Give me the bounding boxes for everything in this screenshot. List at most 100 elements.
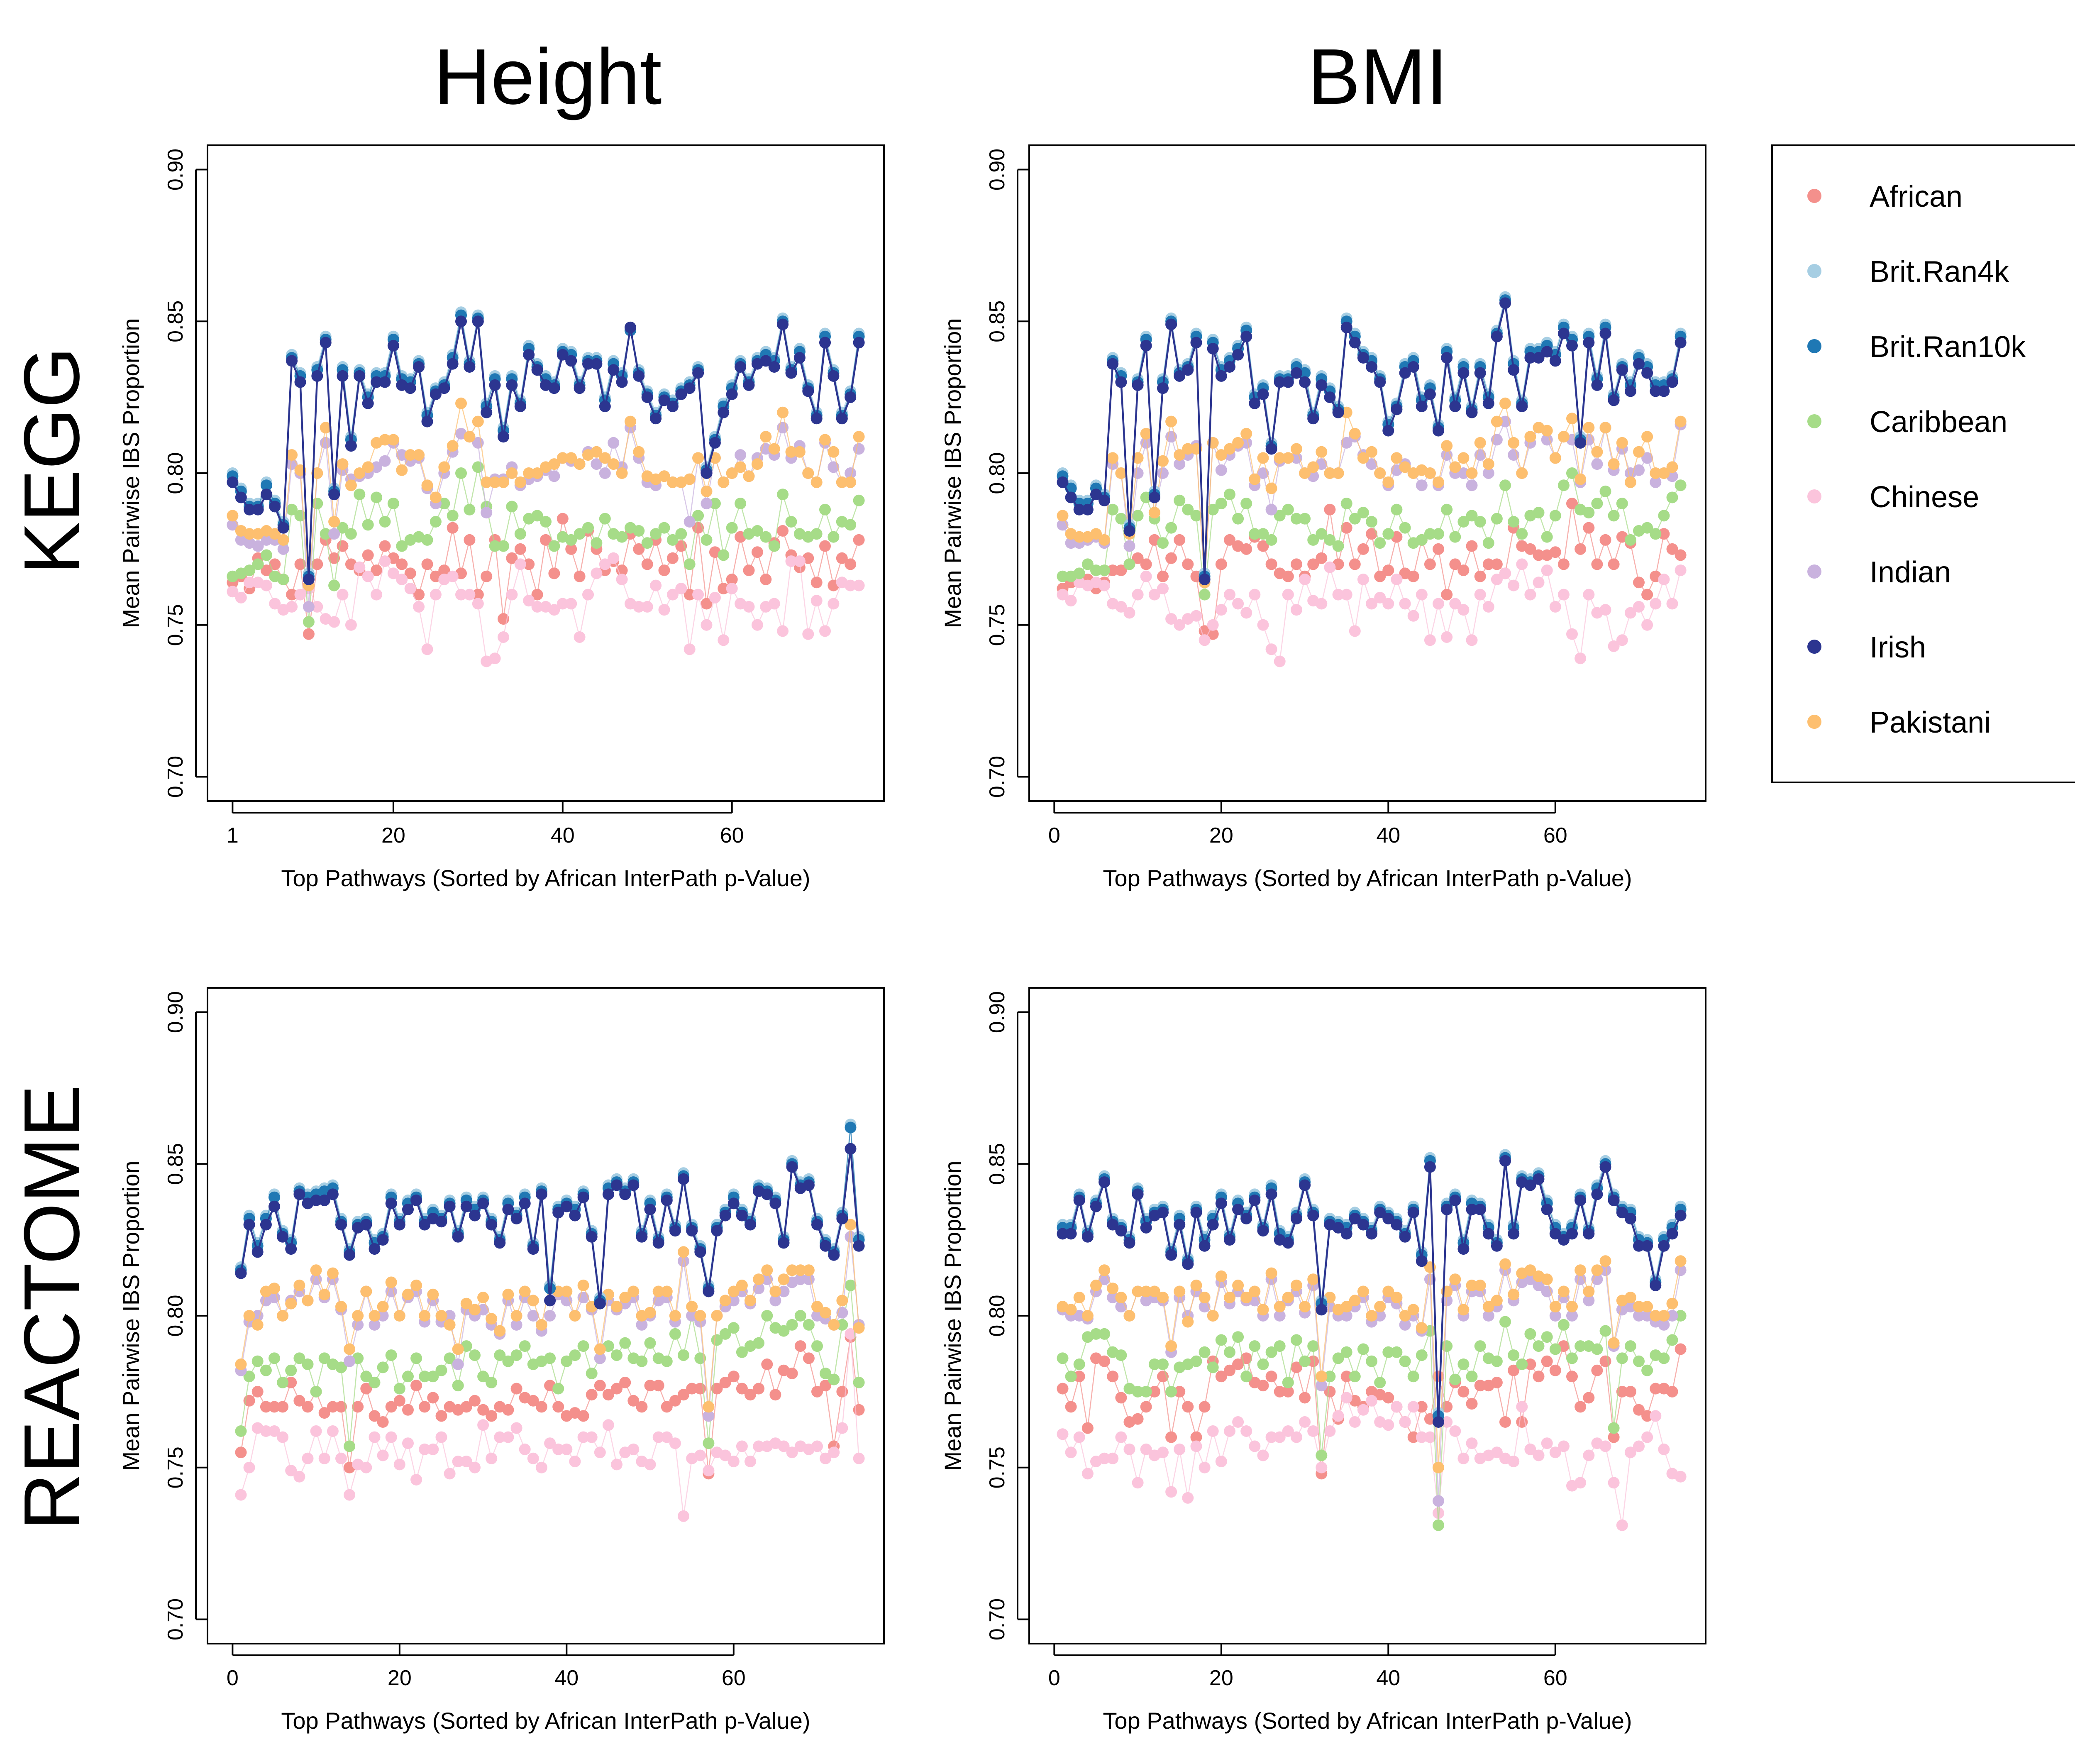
point-indian [444,1310,456,1322]
point-caribbean [1148,1358,1160,1370]
point-irish [1449,401,1461,413]
point-caribbean [379,516,391,528]
point-caribbean [1257,1358,1269,1370]
point-irish [1599,1161,1611,1173]
point-pakistani [335,1301,347,1313]
point-irish [1123,1237,1135,1249]
point-african [531,589,543,601]
point-caribbean [1658,1352,1670,1364]
point-african [1624,1385,1636,1398]
point-pakistani [1624,476,1636,488]
point-chinese [1065,1446,1077,1459]
point-chinese [1332,1410,1344,1422]
point-irish [845,1143,857,1155]
point-african [1065,1401,1077,1413]
point-caribbean [489,540,501,552]
point-african [1140,1401,1152,1413]
point-irish [344,1249,356,1261]
point-pakistani [1274,1301,1286,1313]
point-caribbean [552,1383,564,1395]
point-caribbean [727,1322,740,1334]
point-chinese [1374,591,1386,603]
point-african [1324,503,1336,516]
point-caribbean [577,1340,589,1352]
row-title-kegg: KEGG [8,347,96,574]
point-irish [1591,1188,1603,1200]
point-african [1524,543,1536,555]
point-irish [768,361,780,373]
point-irish [337,370,349,382]
point-caribbean [1366,516,1378,528]
point-irish [1140,1222,1152,1234]
y-axis-label: Mean Pairwise IBS Proportion [118,1161,144,1471]
point-pakistani [1190,1279,1202,1291]
point-irish [1374,1207,1386,1219]
point-irish [369,1243,381,1255]
point-chinese [1123,1443,1135,1455]
point-chinese [1658,1443,1670,1455]
point-pakistani [751,458,763,470]
point-caribbean [633,525,645,537]
point-pakistani [820,1307,832,1319]
point-chinese [1099,579,1111,591]
point-caribbean [1081,558,1094,570]
point-chinese [810,595,823,607]
point-chinese [785,555,797,567]
point-irish [1608,1195,1620,1206]
point-irish [1557,327,1570,340]
point-pakistani [377,1301,389,1313]
point-irish [1541,346,1553,358]
point-chinese [1215,1456,1227,1468]
point-irish [514,401,526,413]
point-irish [684,382,696,394]
point-african [1499,1416,1511,1428]
point-chinese [845,1328,857,1340]
x-tick-label: 20 [1209,1666,1233,1690]
point-pakistani [1433,476,1444,488]
point-caribbean [345,528,357,540]
point-african [352,1401,364,1413]
point-caribbean [438,498,450,510]
point-pakistani [531,467,543,479]
point-pakistani [1207,1310,1219,1322]
point-pakistani [354,467,366,479]
point-pakistani [1466,1279,1478,1291]
point-chinese [1557,1440,1570,1452]
point-african [644,1380,656,1392]
point-chinese [1332,589,1344,601]
point-pakistani [565,452,577,464]
point-chinese [421,643,433,655]
point-african [627,1395,640,1407]
point-caribbean [1382,1346,1394,1358]
point-irish [582,358,594,370]
point-chinese [777,625,789,637]
y-tick-label: 0.70 [985,1598,1009,1640]
point-pakistani [514,476,526,488]
point-irish [1399,1231,1411,1243]
point-chinese [727,1456,740,1468]
point-pakistani [435,1310,447,1322]
point-irish [694,1246,706,1258]
point-irish [669,1225,681,1237]
point-irish [303,574,315,585]
point-chinese [1065,595,1077,607]
point-caribbean [1199,1346,1211,1358]
point-caribbean [531,510,543,522]
point-african [413,589,425,601]
point-chinese [385,1431,397,1443]
point-chinese [1316,598,1328,610]
point-indian [1140,437,1152,449]
point-african [1474,570,1486,582]
point-chinese [1516,1401,1528,1413]
point-caribbean [303,616,315,628]
point-irish [1357,352,1369,364]
point-caribbean [310,1385,322,1398]
point-caribbean [1658,510,1670,522]
point-african [1265,558,1277,570]
point-pakistani [1449,461,1461,473]
point-chinese [726,583,738,594]
point-irish [1174,1219,1186,1231]
point-pakistani [1224,1292,1235,1304]
point-irish [1658,1240,1670,1252]
point-irish [235,1267,247,1279]
